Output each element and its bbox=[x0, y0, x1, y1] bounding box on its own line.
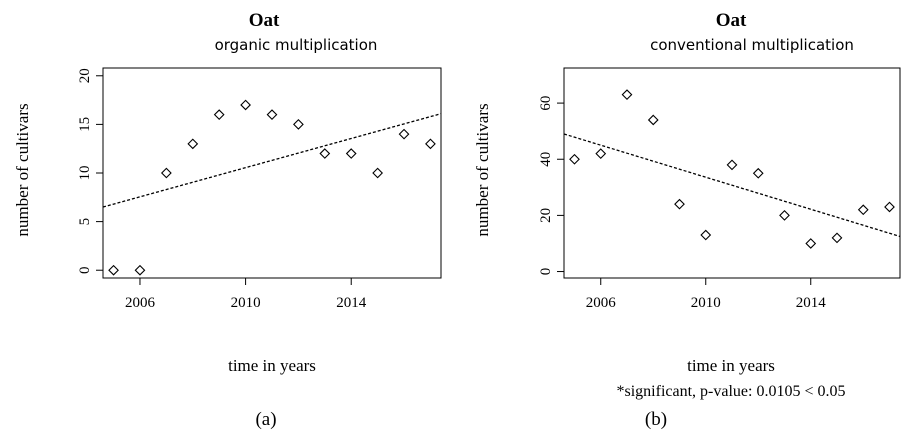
x-axis-label: time in years bbox=[228, 356, 316, 375]
data-point bbox=[647, 114, 659, 126]
y-tick-label: 20 bbox=[77, 68, 93, 83]
chart-organic: Oat organic multiplication number of cul… bbox=[13, 10, 442, 430]
chart-subtitle: organic multiplication bbox=[215, 36, 378, 54]
y-tick-label: 0 bbox=[77, 266, 93, 274]
data-point bbox=[160, 167, 172, 179]
data-point bbox=[266, 109, 278, 121]
x-tick-label: 2010 bbox=[691, 295, 721, 311]
significance-note: *significant, p-value: 0.0105 < 0.05 bbox=[617, 383, 846, 400]
plot-area: 0 20 40 60 2006 2010 2014 bbox=[538, 67, 901, 311]
data-point bbox=[372, 167, 384, 179]
data-point bbox=[345, 148, 357, 159]
data-point bbox=[674, 198, 685, 210]
data-point bbox=[752, 167, 764, 179]
x-tick-label: 2006 bbox=[586, 295, 617, 311]
data-point bbox=[884, 201, 895, 213]
x-axis-label: time in years bbox=[687, 356, 775, 375]
y-axis-label: number of cultivars bbox=[473, 103, 492, 236]
chart-subtitle: conventional multiplication bbox=[650, 36, 854, 54]
trend-line bbox=[102, 113, 442, 208]
y-tick-label: 15 bbox=[77, 117, 93, 132]
data-point bbox=[726, 159, 738, 171]
plot-frame bbox=[102, 67, 442, 279]
data-point bbox=[805, 238, 817, 249]
trend-line bbox=[563, 133, 901, 238]
chart-conventional: Oat conventional multiplication number o… bbox=[473, 10, 901, 430]
data-point bbox=[857, 204, 869, 216]
data-point bbox=[293, 119, 304, 130]
x-tick-label: 2010 bbox=[231, 295, 261, 311]
data-point bbox=[831, 232, 843, 244]
y-tick-label: 40 bbox=[538, 152, 554, 167]
y-tick-label: 20 bbox=[538, 208, 554, 223]
chart-title: Oat bbox=[716, 10, 747, 31]
data-point bbox=[621, 89, 633, 101]
data-point bbox=[213, 109, 225, 121]
data-point bbox=[319, 148, 331, 159]
chart-title: Oat bbox=[249, 10, 280, 31]
data-point bbox=[240, 99, 251, 111]
y-axis-label: number of cultivars bbox=[13, 103, 32, 236]
data-point bbox=[108, 264, 119, 276]
data-point bbox=[398, 128, 410, 140]
panel-label: (b) bbox=[645, 409, 667, 430]
data-point bbox=[187, 138, 199, 150]
y-tick-label: 10 bbox=[77, 166, 93, 181]
x-tick-label: 2014 bbox=[336, 295, 367, 311]
data-point bbox=[595, 148, 607, 160]
y-tick-label: 0 bbox=[538, 268, 554, 276]
x-tick-label: 2006 bbox=[125, 295, 156, 311]
data-point bbox=[700, 229, 712, 241]
data-point bbox=[569, 153, 580, 165]
y-tick-label: 60 bbox=[538, 96, 554, 111]
plot-frame bbox=[563, 67, 901, 279]
x-tick-label: 2014 bbox=[796, 295, 827, 311]
panel-label: (a) bbox=[255, 409, 276, 430]
plot-area: 0 5 10 15 20 2006 2010 2014 bbox=[77, 67, 442, 311]
data-point bbox=[134, 264, 146, 276]
y-tick-label: 5 bbox=[77, 218, 93, 226]
data-point bbox=[425, 138, 436, 150]
data-point bbox=[779, 210, 790, 221]
